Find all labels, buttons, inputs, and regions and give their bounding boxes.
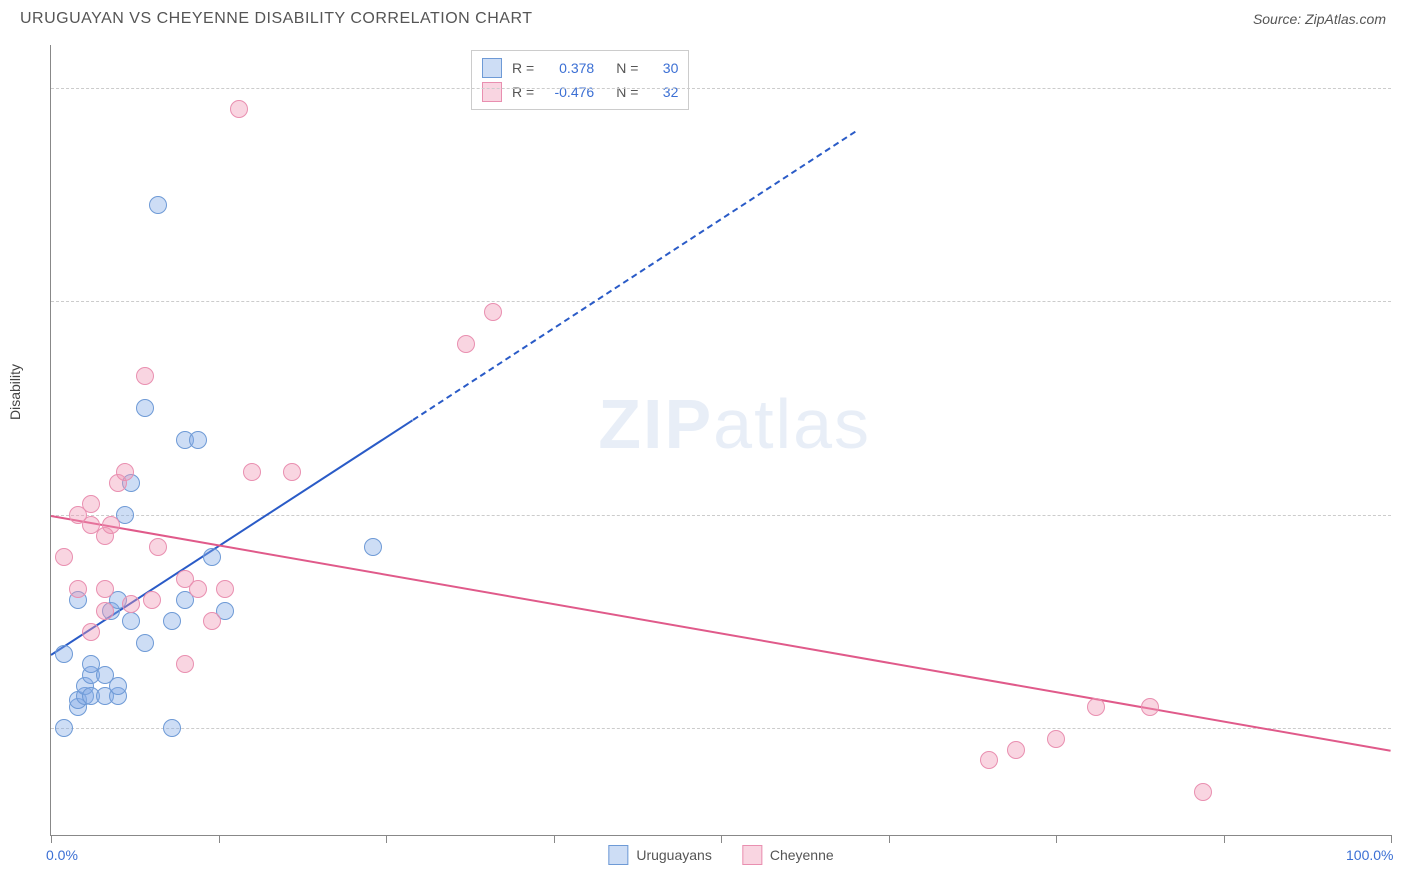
chart-header: URUGUAYAN VS CHEYENNE DISABILITY CORRELA… [0,0,1406,33]
x-tick [554,835,555,843]
scatter-point [55,719,73,737]
stats-row: R = -0.476 N = 32 [482,80,678,104]
legend-swatch [742,845,762,865]
watermark: ZIPatlas [598,384,871,464]
scatter-point [176,655,194,673]
gridline-h [51,88,1391,89]
stats-box: R = 0.378 N = 30 R = -0.476 N = 32 [471,50,689,110]
scatter-point [1007,741,1025,759]
scatter-point [149,538,167,556]
watermark-rest: atlas [713,385,871,463]
x-tick [721,835,722,843]
legend-swatch [608,845,628,865]
scatter-point [283,463,301,481]
chart-container: Disability ZIPatlas R =0.378N =30R =-0.4… [50,45,1390,835]
scatter-point [69,580,87,598]
x-tick [1056,835,1057,843]
scatter-point [55,548,73,566]
scatter-point [55,645,73,663]
scatter-point [203,548,221,566]
x-tick [219,835,220,843]
stats-row: R = 0.378 N = 30 [482,56,678,80]
n-label: N = [616,84,638,100]
scatter-point [230,100,248,118]
scatter-point [82,516,100,534]
r-value: 0.378 [544,60,594,76]
legend-label: Uruguayans [636,847,712,863]
scatter-point [189,431,207,449]
trend-line [51,515,1391,752]
r-label: R = [512,60,534,76]
trend-line [412,131,855,421]
scatter-point [364,538,382,556]
scatter-point [1141,698,1159,716]
y-axis-title: Disability [7,364,23,420]
n-value: 30 [648,60,678,76]
scatter-point [1194,783,1212,801]
scatter-point [243,463,261,481]
plot-area: ZIPatlas R =0.378N =30R =-0.476N =32 Uru… [50,45,1391,836]
x-tick [386,835,387,843]
chart-title: URUGUAYAN VS CHEYENNE DISABILITY CORRELA… [20,10,533,28]
x-tick-label: 0.0% [46,847,78,863]
scatter-point [122,612,140,630]
scatter-point [1087,698,1105,716]
watermark-bold: ZIP [598,385,713,463]
scatter-point [163,719,181,737]
scatter-point [163,612,181,630]
r-value: -0.476 [544,84,594,100]
scatter-point [102,516,120,534]
scatter-point [143,591,161,609]
x-tick [889,835,890,843]
scatter-point [980,751,998,769]
gridline-h [51,301,1391,302]
scatter-point [96,602,114,620]
chart-source: Source: ZipAtlas.com [1253,11,1386,27]
x-tick [51,835,52,843]
scatter-point [136,399,154,417]
scatter-point [82,495,100,513]
scatter-point [109,677,127,695]
scatter-point [116,463,134,481]
x-tick-label: 100.0% [1346,847,1393,863]
n-value: 32 [648,84,678,100]
scatter-point [136,634,154,652]
x-tick [1391,835,1392,843]
scatter-point [122,595,140,613]
legend-item: Cheyenne [742,845,834,865]
scatter-point [1047,730,1065,748]
legend-item: Uruguayans [608,845,712,865]
scatter-point [457,335,475,353]
n-label: N = [616,60,638,76]
scatter-point [203,612,221,630]
stats-swatch [482,82,502,102]
r-label: R = [512,84,534,100]
scatter-point [82,623,100,641]
scatter-point [189,580,207,598]
stats-swatch [482,58,502,78]
scatter-point [149,196,167,214]
scatter-point [216,580,234,598]
scatter-point [484,303,502,321]
gridline-h [51,515,1391,516]
legend: Uruguayans Cheyenne [608,845,833,865]
scatter-point [96,580,114,598]
scatter-point [136,367,154,385]
x-tick [1224,835,1225,843]
gridline-h [51,728,1391,729]
legend-label: Cheyenne [770,847,834,863]
